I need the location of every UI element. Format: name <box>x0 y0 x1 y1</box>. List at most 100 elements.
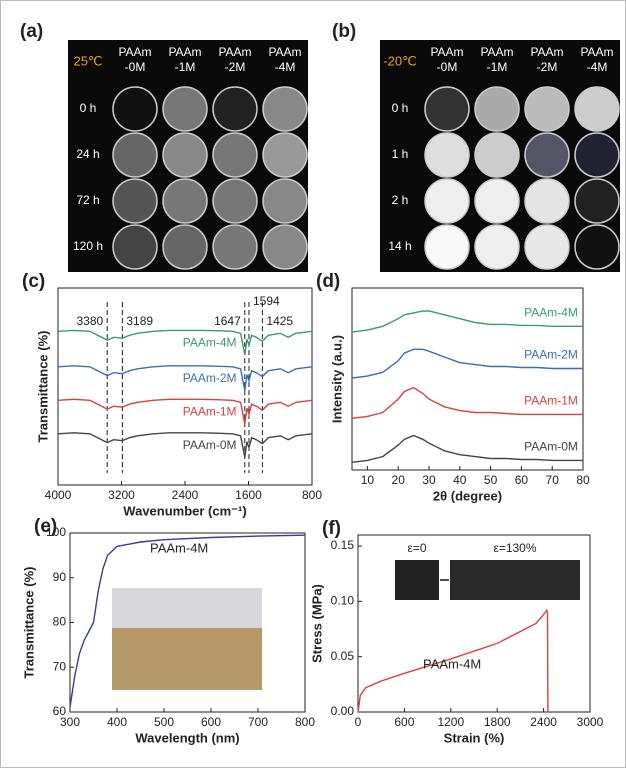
dish <box>574 178 620 224</box>
column-header: -1M <box>487 60 508 74</box>
dish <box>212 86 258 132</box>
x-axis-title: Strain (%) <box>444 730 505 745</box>
column-header: -1M <box>175 60 196 74</box>
dish <box>162 132 208 178</box>
row-label: 24 h <box>76 147 99 161</box>
x-tick-label: 3000 <box>577 715 604 729</box>
y-tick-label: 70 <box>53 659 67 673</box>
annotation: PAAm-4M <box>150 540 208 555</box>
series-label: PAAm-0M <box>183 438 237 452</box>
y-axis-title: Transmittance (%) <box>21 567 36 679</box>
y-axis-title: Transmittance (%) <box>35 331 50 443</box>
y-tick-label: 80 <box>53 615 67 629</box>
dish <box>162 86 208 132</box>
y-tick-label: 0.00 <box>331 704 355 718</box>
dish <box>162 178 208 224</box>
row-label: 14 h <box>388 239 411 253</box>
y-tick-label: 0.15 <box>331 538 355 552</box>
row-label: 0 h <box>392 101 409 115</box>
x-tick-label: 700 <box>248 715 268 729</box>
dish <box>524 86 570 132</box>
y-tick-label: 60 <box>53 704 67 718</box>
x-tick-label: 3200 <box>108 488 135 502</box>
annotation: PAAm-4M <box>423 656 481 671</box>
dish <box>112 224 158 270</box>
panel-label: (e) <box>34 516 57 537</box>
panel-label: (f) <box>322 518 341 539</box>
y-axis-title: Stress (MPa) <box>309 584 324 663</box>
x-tick-label: 1600 <box>235 488 262 502</box>
x-tick-label: 800 <box>302 488 322 502</box>
column-header: PAAm <box>218 45 251 59</box>
x-axis-title: Wavelength (nm) <box>135 730 239 745</box>
dish <box>474 86 520 132</box>
x-tick-label: 2400 <box>530 715 557 729</box>
series-label: PAAm-1M <box>524 394 578 408</box>
y-tick-label: 90 <box>53 570 67 584</box>
x-tick-label: 400 <box>107 715 127 729</box>
reference-label: 3189 <box>126 314 153 328</box>
row-label: 120 h <box>73 239 103 253</box>
reference-label: 3380 <box>77 314 104 328</box>
dish <box>574 86 620 132</box>
column-header: -0M <box>437 60 458 74</box>
column-header: PAAm <box>480 45 513 59</box>
data-line <box>351 348 583 379</box>
column-header: -4M <box>275 60 296 74</box>
x-tick-label: 300 <box>60 715 80 729</box>
temperature-label: -20℃ <box>383 53 416 68</box>
x-tick-label: 70 <box>546 473 560 487</box>
data-line <box>351 434 583 463</box>
plot-frame <box>351 287 584 471</box>
dish <box>574 132 620 178</box>
temperature-label: 25℃ <box>73 53 102 68</box>
row-label: 72 h <box>76 193 99 207</box>
data-line <box>57 398 313 425</box>
plot-frame <box>357 534 591 713</box>
reference-label: 1594 <box>253 294 280 308</box>
dish <box>162 224 208 270</box>
column-header: PAAm <box>168 45 201 59</box>
dish <box>524 132 570 178</box>
dish <box>574 224 620 270</box>
panel-label: (a) <box>20 21 43 42</box>
dish <box>212 178 258 224</box>
inset-photo-paper <box>112 588 262 628</box>
x-tick-label: 30 <box>422 473 436 487</box>
dish <box>112 178 158 224</box>
y-axis-title: Intensity (a.u.) <box>329 335 344 423</box>
dish <box>524 224 570 270</box>
dish <box>424 86 470 132</box>
data-line <box>351 310 583 333</box>
series-label: PAAm-2M <box>524 348 578 362</box>
row-label: 1 h <box>392 147 409 161</box>
column-header: -2M <box>537 60 558 74</box>
column-header: PAAm <box>430 45 463 59</box>
inset-photo <box>450 560 580 600</box>
column-header: -0M <box>125 60 146 74</box>
data-line <box>57 432 313 458</box>
x-tick-label: 1800 <box>484 715 511 729</box>
dish <box>262 132 308 178</box>
dish <box>424 224 470 270</box>
series-label: PAAm-0M <box>524 440 578 454</box>
dish <box>474 224 520 270</box>
y-tick-label: 0.05 <box>331 649 355 663</box>
data-line <box>357 608 549 713</box>
data-line <box>57 365 313 391</box>
dish <box>262 224 308 270</box>
x-tick-label: 600 <box>201 715 221 729</box>
x-tick-label: 10 <box>361 473 375 487</box>
y-tick-label: 0.10 <box>331 594 355 608</box>
row-label: 2 h <box>392 193 409 207</box>
column-header: -2M <box>225 60 246 74</box>
x-tick-label: 60 <box>515 473 529 487</box>
dish <box>474 132 520 178</box>
dish <box>262 178 308 224</box>
series-label: PAAm-2M <box>183 371 237 385</box>
series-label: PAAm-4M <box>183 336 237 350</box>
dish <box>424 132 470 178</box>
y-tick-label: 100 <box>46 525 66 539</box>
reference-label: 1425 <box>266 314 293 328</box>
x-tick-label: 50 <box>484 473 498 487</box>
